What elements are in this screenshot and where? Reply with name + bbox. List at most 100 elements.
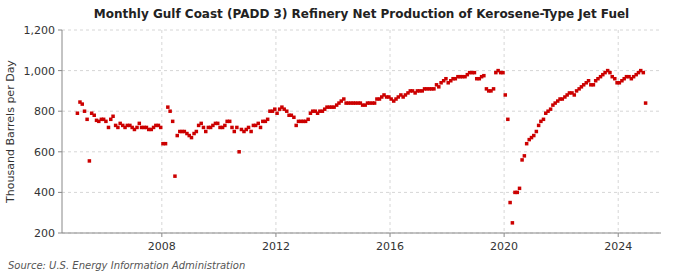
point [613,77,617,81]
grid-line [62,233,661,234]
x-tick-label: 2024 [604,240,632,253]
point [444,77,448,81]
point [116,126,120,130]
point [85,118,89,122]
point [608,71,612,75]
point [171,120,175,124]
point [587,79,591,83]
y-axis-label: Thousand Barrels per Day [4,60,17,204]
point [275,111,279,115]
point [109,118,113,122]
grid-line [504,30,505,233]
point [523,154,527,158]
point [164,142,168,146]
point [535,130,539,134]
point [306,118,310,122]
y-tick-label: 600 [34,146,55,159]
point [135,126,139,130]
point [644,101,648,105]
grid-line [275,30,276,233]
point [532,134,536,138]
point [83,109,87,113]
tick [58,151,62,152]
point [249,130,253,134]
point [88,159,92,163]
point [216,122,220,126]
point [518,187,522,191]
y-tick-label: 800 [34,105,55,118]
point [642,71,646,75]
x-tick-label: 2016 [376,240,404,253]
point [592,83,596,87]
point [542,118,546,122]
point [511,221,515,225]
point [501,71,505,75]
tick [58,30,62,31]
point [235,126,239,130]
tick [58,70,62,71]
point [233,130,237,134]
point [504,93,508,97]
chart: 2004006008001,0001,200200820122016202020… [0,0,675,275]
tick [504,233,505,237]
tick [58,111,62,112]
x-tick-label: 2020 [490,240,518,253]
point [473,71,477,75]
tick [58,233,62,234]
point [525,142,529,146]
point [573,93,577,97]
point [166,105,170,109]
point [437,85,441,89]
point [138,122,142,126]
point [294,124,298,128]
point [508,201,512,205]
title: Monthly Gulf Coast (PADD 3) Refinery Net… [94,7,629,21]
point [168,109,172,113]
tick [390,233,391,237]
point [104,120,108,124]
points [76,69,648,225]
y-axis-line [62,30,63,233]
point [482,74,486,78]
point [190,136,194,140]
grid-line [161,30,162,233]
y-tick-label: 200 [34,227,55,240]
grid-line [62,30,661,31]
point [92,114,96,118]
x-axis-line [62,233,661,234]
point [202,126,206,130]
point [199,122,203,126]
point [537,124,541,128]
point [175,134,179,138]
point [373,101,377,105]
point [515,191,519,195]
point [204,130,208,134]
grid [62,30,661,233]
point [432,87,436,91]
grid-line [618,30,619,233]
point [228,120,232,124]
point [247,126,251,130]
point [266,118,270,122]
grid-line [62,111,661,112]
point [223,124,227,128]
x-tick-label: 2012 [262,240,290,253]
point [111,115,115,119]
x-tick-label: 2008 [148,240,176,253]
point [107,126,111,130]
point [195,130,199,134]
grid-line [62,70,661,71]
grid-line [62,192,661,193]
axes: 2004006008001,0001,200200820122016202020… [24,24,662,253]
point [173,174,177,178]
point [549,107,553,111]
point [506,118,510,122]
point [520,158,524,162]
point [259,126,263,130]
point [230,126,234,130]
source-note: Source: U.S. Energy Information Administ… [8,260,245,271]
point [492,87,496,91]
point [273,107,277,111]
point [256,122,260,126]
tick [618,233,619,237]
